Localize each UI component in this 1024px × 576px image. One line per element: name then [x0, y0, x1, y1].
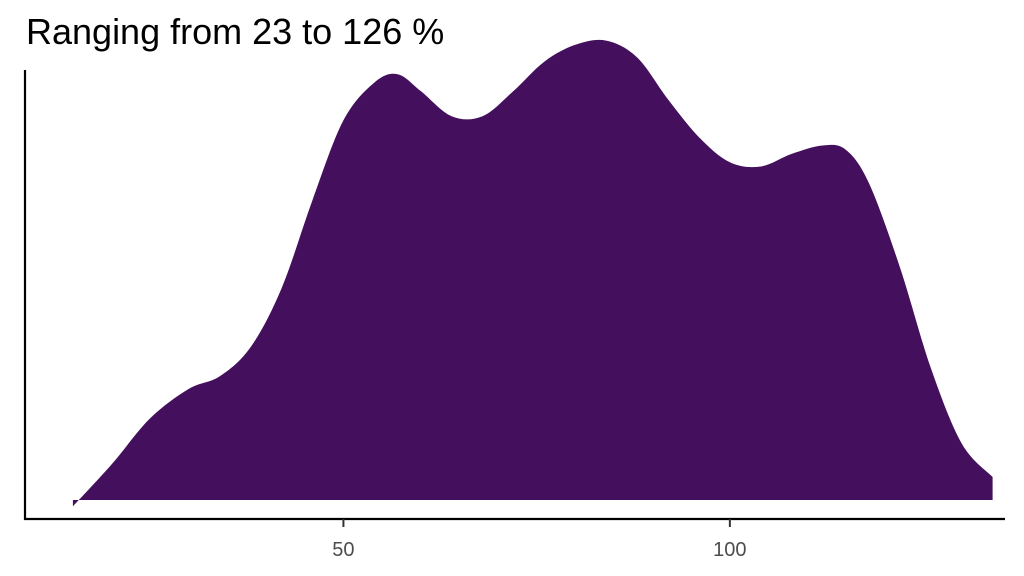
x-axis-ticks: 50 100: [332, 519, 747, 561]
density-area: [72, 39, 993, 507]
x-tick-label: 100: [713, 539, 746, 561]
x-tick-label: 50: [332, 539, 354, 561]
chart-title: Ranging from 23 to 126 %: [26, 11, 445, 52]
